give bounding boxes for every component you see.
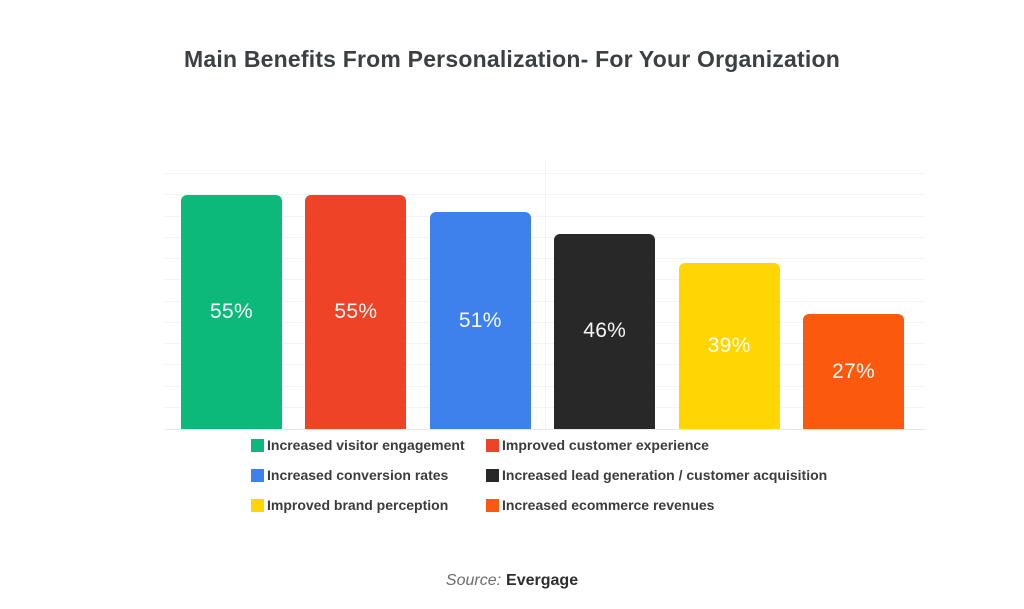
plot-area: 55% 55% 51% 46% 39% 27% — [165, 150, 925, 430]
legend-item-2: Improved customer experience — [486, 437, 827, 453]
bar-value-label: 46% — [583, 319, 627, 343]
bar-value-label: 51% — [458, 308, 502, 332]
horizontal-gridline — [165, 321, 925, 323]
bar-6: 27% — [803, 314, 904, 429]
legend-label: Increased visitor engagement — [267, 437, 465, 453]
bar-value-label: 55% — [334, 300, 378, 324]
horizontal-gridline — [165, 300, 925, 302]
legend: Increased visitor engagement Improved cus… — [251, 437, 827, 513]
horizontal-gridline — [165, 343, 925, 344]
legend-swatch-icon — [251, 468, 264, 482]
horizontal-gridline — [165, 279, 925, 281]
legend-label: Improved brand perception — [267, 497, 449, 513]
source-value: Evergage — [506, 572, 579, 589]
legend-item-5: Improved brand perception — [251, 497, 486, 513]
legend-label: Improved customer experience — [502, 437, 709, 453]
bar-5: 39% — [678, 263, 780, 429]
legend-swatch-icon — [251, 498, 264, 512]
legend-item-3: Increased conversion rates — [251, 467, 486, 483]
horizontal-gridline — [165, 385, 925, 387]
source-line: Source: Evergage — [0, 572, 1024, 590]
horizontal-gridline — [165, 258, 925, 259]
bar-value-label: 39% — [707, 334, 751, 358]
bar-value-label: 55% — [210, 300, 253, 324]
legend-item-1: Increased visitor engagement — [251, 437, 486, 453]
legend-swatch-icon — [486, 498, 499, 512]
legend-swatch-icon — [486, 438, 499, 452]
legend-label: Increased conversion rates — [267, 467, 449, 483]
legend-swatch-icon — [486, 468, 499, 482]
horizontal-gridline — [165, 364, 925, 366]
bar-value-label: 27% — [832, 359, 875, 383]
bar-3: 51% — [429, 212, 531, 429]
page-title: Main Benefits From Personalization- For … — [184, 46, 840, 72]
horizontal-gridline — [165, 215, 925, 217]
legend-item-6: Increased ecommerce revenues — [486, 497, 827, 513]
horizontal-gridline — [165, 406, 925, 408]
source-label: Source: — [445, 572, 502, 589]
bar-4: 46% — [554, 233, 656, 429]
horizontal-gridline — [165, 194, 925, 196]
legend-label: Increased ecommerce revenues — [502, 497, 715, 513]
vertical-gridline — [545, 160, 546, 429]
legend-label: Increased lead generation / customer acq… — [502, 467, 828, 483]
bar-1: 55% — [181, 195, 282, 429]
horizontal-gridline — [165, 236, 925, 238]
legend-item-4: Increased lead generation / customer acq… — [486, 467, 827, 483]
bar-2: 55% — [305, 195, 407, 429]
horizontal-gridline — [165, 173, 925, 174]
legend-swatch-icon — [251, 438, 264, 452]
